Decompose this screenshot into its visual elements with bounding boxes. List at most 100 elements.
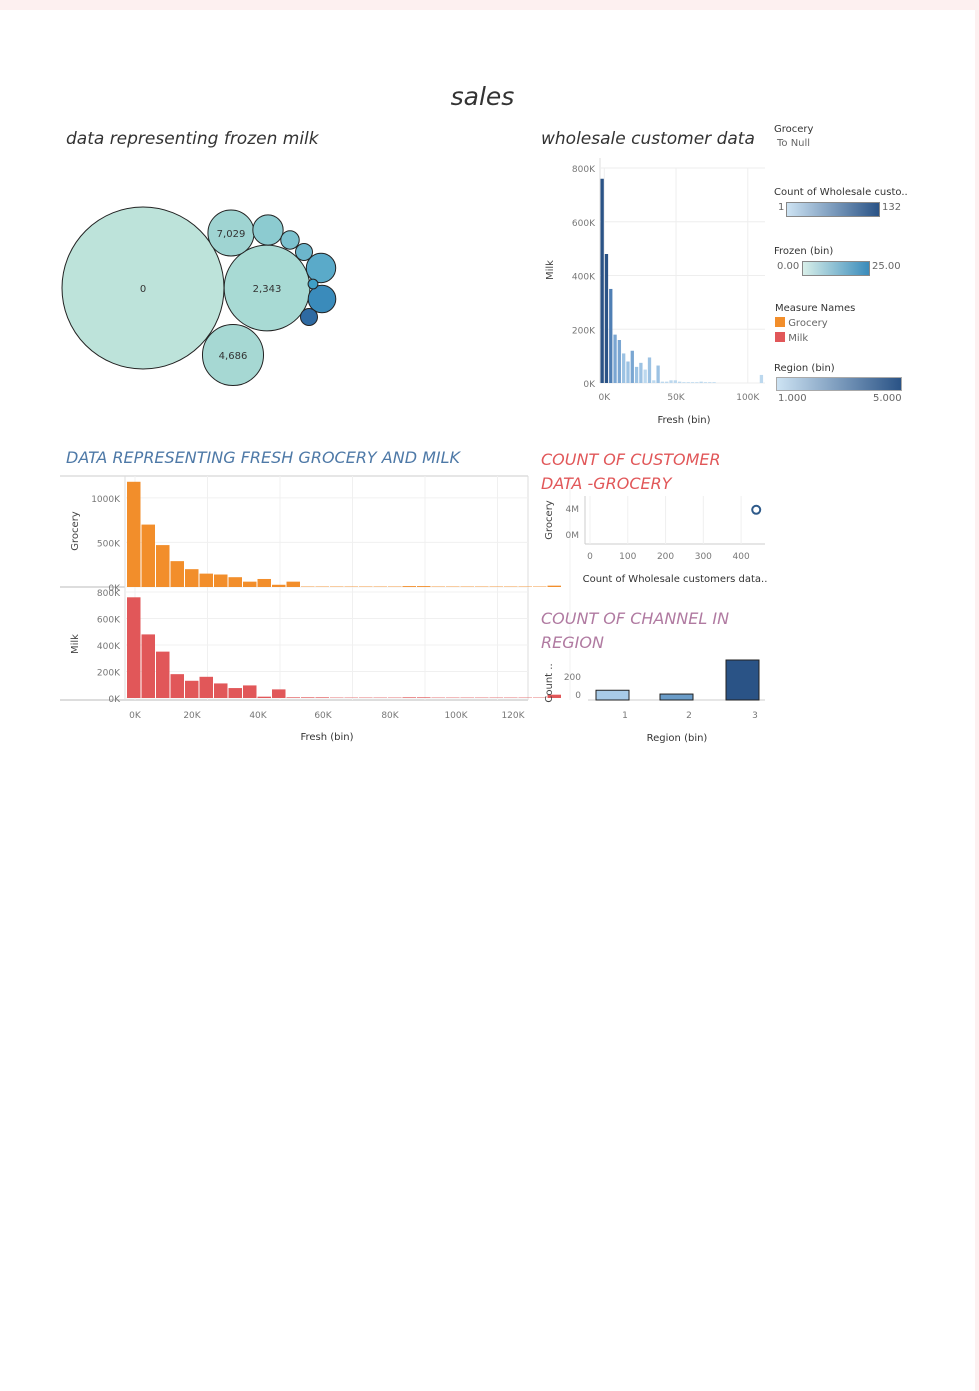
bubble-chart-title: data representing frozen milk [66,129,319,149]
grocery-bar [547,585,561,587]
scatter-title-line1: COUNT OF CUSTOMER [541,450,721,469]
grocery-bar [127,481,141,587]
legend-measure-milk[interactable]: Milk [775,332,915,344]
bubble-7 [305,252,337,284]
legend-count-max: 132 [882,202,902,213]
milk-bar [315,697,329,698]
hist-bar [656,365,660,383]
scatter-y-axis-label: Grocery [544,500,555,540]
milk-bar [170,674,184,698]
milk-bar [141,634,155,698]
fresh-bottom-y-tick: 800K [97,589,121,599]
milk-bar [156,651,170,698]
grocery-bar [286,581,300,587]
channel-chart-title: COUNT OF CHANNEL IN REGION [541,607,729,655]
milk-bar [243,685,257,698]
hist-x-tick: 50K [667,393,685,403]
fresh-top-y-tick: 1000K [91,495,121,505]
legend-region-max: 5.000 [873,393,902,404]
bubble-8 [307,284,337,314]
fresh-x-tick: 40K [249,711,267,721]
grocery-bar [185,569,199,587]
scatter-title-line2: DATA -GROCERY [541,474,672,493]
channel-bar [595,689,630,701]
legend-frozen-min: 0.00 [777,261,800,272]
legend-grocery-value[interactable]: To Null [777,138,811,149]
hist-bar [677,381,682,383]
fresh-top-y-label: Grocery [70,511,81,551]
hist-bar [695,382,699,383]
hist-y-tick: 600K [572,219,596,229]
fresh-x-tick: 60K [314,711,332,721]
fresh-bottom-y-tick: 600K [97,616,121,626]
hist-bar [703,382,708,383]
milk-bar [402,697,416,698]
milk-bar [417,697,431,698]
fresh-chart-title: DATA REPRESENTING FRESH GROCERY AND MILK [66,448,461,467]
hist-y-tick: 400K [572,273,596,283]
fresh-x-tick: 100K [444,711,468,721]
fresh-x-tick: 0K [129,711,142,721]
bubble-4 [252,214,284,246]
channel-y-axis-label: Count .. [544,663,555,702]
grocery-scatter-chart: 4M 0M 0 100 200 300 400 Grocery Count of Whole… [544,496,768,585]
milk-bar [185,680,199,698]
hist-bar [708,382,712,383]
legend-measure-grocery[interactable]: Grocery [775,317,915,329]
hist-bar [699,381,703,383]
milk-bar [547,694,561,698]
scatter-x-tick: 100 [619,552,636,562]
milk-bar [286,697,300,698]
bubble-3 [201,323,265,387]
fresh-x-tick: 20K [183,711,201,721]
legend-region: Region (bin) 1.000 5.000 [774,363,914,407]
milk-bar [257,696,271,698]
fresh-x-tick: 120K [501,711,525,721]
milk-bar [127,597,141,698]
scatter-point [751,504,762,515]
hist-bar [682,382,686,383]
hist-bar [639,362,643,383]
grocery-bar [243,581,257,587]
scatter-chart-title: COUNT OF CUSTOMER DATA -GROCERY [541,448,721,496]
fresh-x-tick: 80K [381,711,399,721]
bubble-10 [307,278,319,290]
legend-grocery-label: Grocery [788,318,828,329]
grocery-bar [272,584,286,587]
grocery-bar [199,573,213,587]
channel-title-line2: REGION [541,633,604,652]
channel-y-tick: 0 [575,691,581,701]
legend-frozen-gradient [802,261,870,276]
grocery-bar [156,545,170,587]
channel-x-tick: 1 [622,711,628,721]
milk-bar [272,689,286,698]
hist-bar [652,380,656,383]
hist-bar [669,380,673,383]
channel-x-tick: 2 [686,711,692,721]
bubble-label-2: 7,029 [217,229,246,240]
hist-y-tick: 200K [572,326,596,336]
grocery-bar [402,586,416,587]
bubble-6 [295,243,313,261]
bubble-label-0: 0 [140,284,146,295]
hist-bar [609,288,613,383]
scatter-x-tick: 400 [733,552,750,562]
hist-bar [630,350,634,383]
legend-measure: Measure Names Grocery Milk [775,303,915,344]
hist-bar [617,340,622,383]
legend-panel: Grocery To Null [774,124,914,149]
hist-bar [665,381,669,383]
hist-bar [613,334,617,383]
hist-y-tick: 0K [583,380,596,390]
legend-frozen: Frozen (bin) 0.00 25.00 [774,246,914,277]
fresh-bottom-y-tick: 400K [97,642,121,652]
fresh-bottom-y-tick: 0K [108,695,121,705]
scatter-y-tick: 0M [566,531,580,541]
scatter-x-axis-label: Count of Wholesale customers data.. [583,574,768,585]
channel-y-tick: 200 [564,673,581,683]
hist-bar [634,366,639,383]
hist-bar [604,254,609,383]
grocery-bar [257,578,271,587]
legend-frozen-max: 25.00 [872,261,901,272]
